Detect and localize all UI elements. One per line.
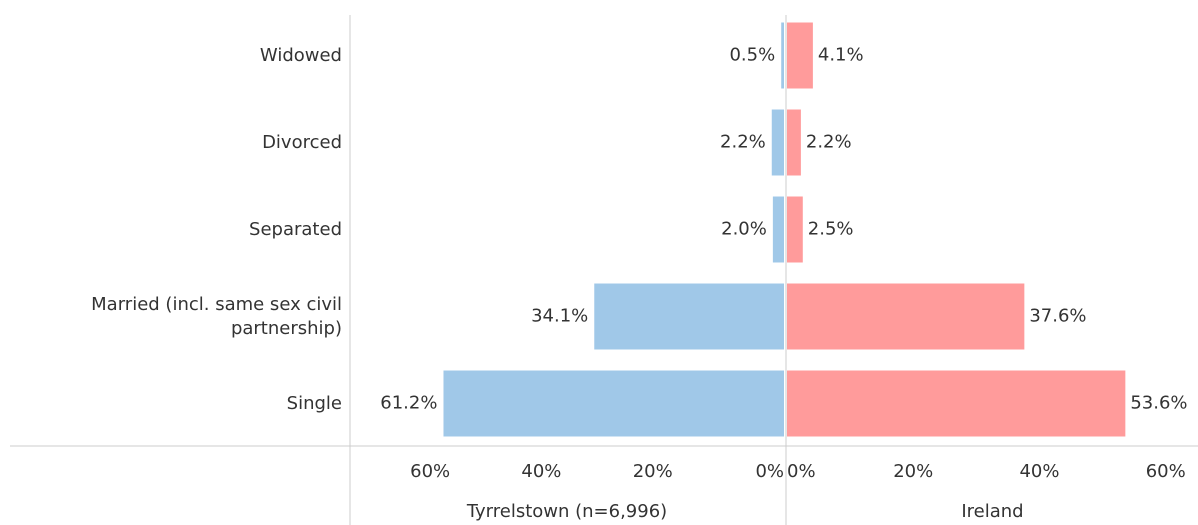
bar [771, 109, 784, 176]
axis-title: Ireland [961, 501, 1023, 522]
bar [787, 370, 1126, 437]
category-label: Divorced [262, 131, 342, 153]
bar [594, 283, 784, 350]
value-label: 2.0% [721, 219, 767, 240]
value-label: 61.2% [380, 393, 437, 414]
category-label: Separated [249, 218, 342, 240]
x-tick-label: 60% [410, 461, 450, 482]
value-label: 37.6% [1029, 306, 1086, 327]
value-label: 2.5% [808, 219, 854, 240]
category-label: Married (incl. same sex civil partnershi… [91, 293, 342, 339]
x-tick-label: 0% [787, 461, 816, 482]
bar [787, 109, 801, 176]
value-label: 0.5% [729, 45, 775, 66]
x-tick-label: 60% [1146, 461, 1186, 482]
x-tick-label: 20% [633, 461, 673, 482]
bar [781, 22, 784, 89]
value-label: 4.1% [818, 45, 864, 66]
value-label: 53.6% [1130, 393, 1187, 414]
value-label: 2.2% [806, 132, 852, 153]
value-label: 2.2% [720, 132, 766, 153]
bar [787, 22, 813, 89]
category-label: Single [286, 392, 342, 414]
x-tick-label: 40% [521, 461, 561, 482]
x-tick-label: 20% [893, 461, 933, 482]
axis-title: Tyrrelstown (n=6,996) [466, 501, 667, 522]
bar [772, 196, 784, 263]
bar [443, 370, 784, 437]
value-label: 34.1% [531, 306, 588, 327]
x-tick-label: 40% [1019, 461, 1059, 482]
category-label: Widowed [259, 44, 342, 66]
bar [787, 283, 1025, 350]
bar [787, 196, 803, 263]
x-tick-label: 0% [755, 461, 784, 482]
